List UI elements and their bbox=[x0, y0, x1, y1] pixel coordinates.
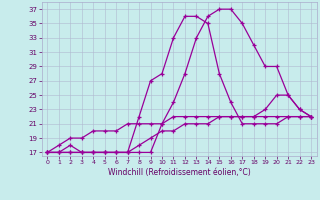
X-axis label: Windchill (Refroidissement éolien,°C): Windchill (Refroidissement éolien,°C) bbox=[108, 168, 251, 177]
